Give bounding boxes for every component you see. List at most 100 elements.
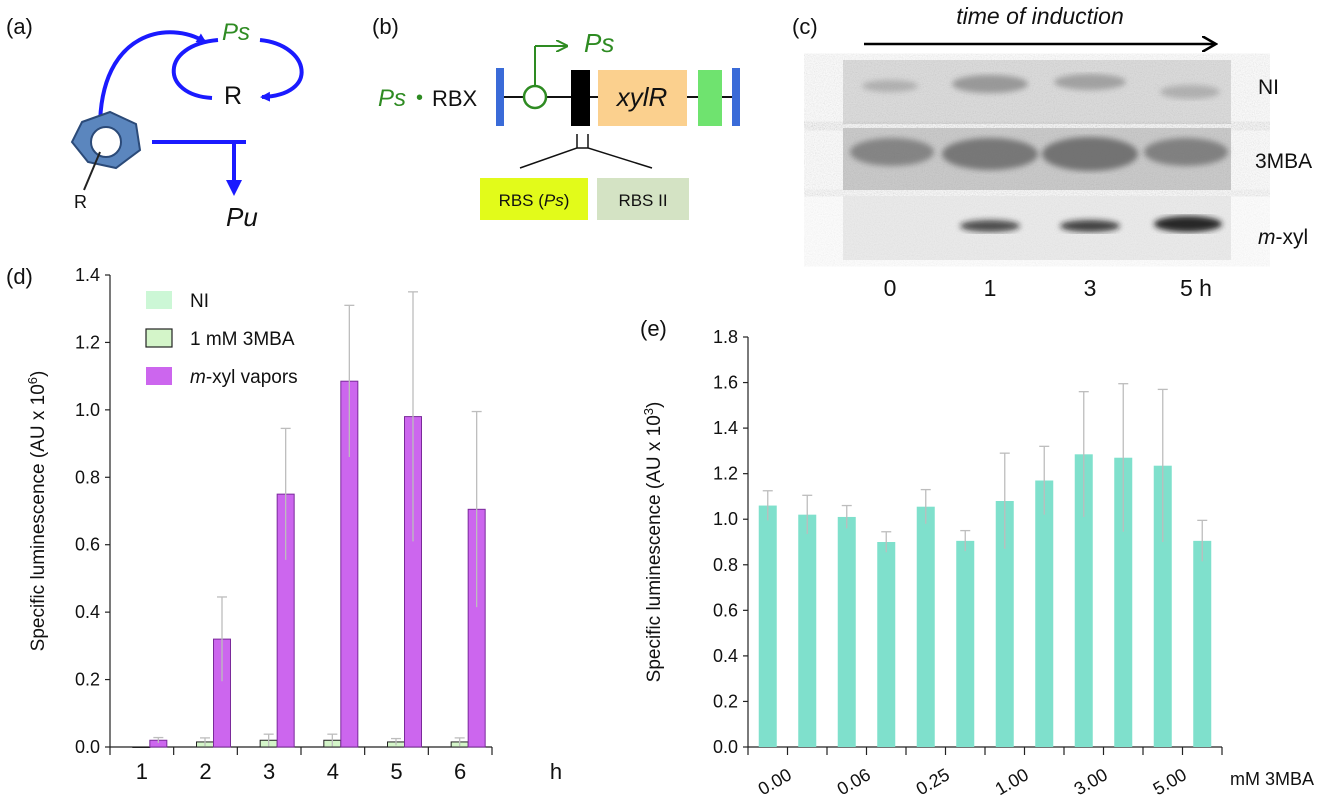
bar-e <box>758 505 777 747</box>
bar-e <box>837 516 856 747</box>
legend-label-d: m-xyl vapors <box>190 367 298 388</box>
y-tick-label-e: 0.0 <box>713 737 738 757</box>
inhibition-line <box>152 140 236 186</box>
rbs-ii-label: RBS II <box>618 191 667 210</box>
rbs-ps-label: RBS (Ps) <box>499 191 570 210</box>
y-tick-label-e: 1.4 <box>713 418 738 438</box>
panel-d-label: (d) <box>6 264 33 289</box>
bar-e <box>877 542 896 747</box>
bar-e <box>1035 480 1054 747</box>
x-axis-label-e: mM 3MBA <box>1230 769 1314 789</box>
panel-e-label: (e) <box>640 316 667 341</box>
rbs-ii-box <box>597 178 689 220</box>
y-tick-label-e: 1.0 <box>713 509 738 529</box>
y-tick-label-e: 0.8 <box>713 555 738 575</box>
panel-a-label: (a) <box>6 14 33 39</box>
rbs-bracket <box>519 134 653 169</box>
x-tick-label-e: 3.00 <box>1071 764 1111 799</box>
x-tick-label-d: 6 <box>454 759 466 784</box>
bar-e <box>916 506 935 747</box>
y-tick-label-d: 1.4 <box>75 265 100 285</box>
panel-c-label: (c) <box>792 14 818 39</box>
substituent-label: R <box>74 192 87 212</box>
legend-swatch-d <box>146 291 172 309</box>
rbs-block <box>571 70 590 126</box>
chart-e: 0.0 0.2 0.4 0.6 0.8 1.0 1.2 1.4 1.6 1.8 0.00 0.06 0.… <box>641 327 1314 799</box>
y-tick-label-e: 1.8 <box>713 327 738 347</box>
time-label-5h: 5 h <box>1180 275 1212 301</box>
y-axis-label-e: Specific luminescence (AU x 103) <box>641 402 665 683</box>
ps-promoter-label: Ps <box>222 19 250 46</box>
x-tick-label-e: 0.06 <box>834 764 874 799</box>
bar-d-1-mm-3mba <box>132 746 151 748</box>
x-tick-label-d: 3 <box>263 759 275 784</box>
regulator-label: R <box>224 82 242 110</box>
ring-circle <box>90 126 122 158</box>
activation-arrow <box>98 30 207 129</box>
operator-circle <box>522 84 548 110</box>
bar-e <box>1074 454 1093 747</box>
y-tick-label-d: 0.6 <box>75 535 100 555</box>
y-tick-label-e: 0.2 <box>713 691 738 711</box>
time-label-3: 3 <box>1084 275 1097 301</box>
panel-b-label: (b) <box>372 14 399 39</box>
y-tick-label-d: 1.0 <box>75 400 100 420</box>
feedback-arrow-left <box>171 38 219 100</box>
xylr-gene-box <box>598 70 687 126</box>
y-axis-label-d: Specific luminescence (AU x 106) <box>25 371 49 652</box>
y-tick-label-e: 1.6 <box>713 373 738 393</box>
pu-promoter-label: Pu <box>226 202 258 232</box>
bar-e <box>798 514 817 747</box>
feedback-arrow-right <box>259 38 304 102</box>
x-tick-label-e: 1.00 <box>992 764 1032 799</box>
legend-swatch-d <box>146 367 172 385</box>
panel-d: (d) 0.0 0.2 0.4 0.6 0.8 1.0 1.2 1.4 1 2 3 4 5 6 h Speci… <box>6 264 562 784</box>
row-label-mxyl: m-xyl <box>1258 226 1308 249</box>
x-tick-label-e: 0.25 <box>913 764 953 799</box>
x-tick-label-d: 5 <box>390 759 402 784</box>
x-tick-label-e: 5.00 <box>1150 764 1190 799</box>
legend-swatch-d <box>145 328 173 348</box>
time-label-0: 0 <box>884 275 897 301</box>
bar-e <box>1193 540 1212 747</box>
blot-ni <box>843 60 1231 124</box>
pu-arrowhead <box>226 180 242 196</box>
bar-e <box>995 501 1014 747</box>
y-tick-label-d: 0.2 <box>75 670 100 690</box>
bar-e <box>1153 465 1172 747</box>
y-tick-label-d: 1.2 <box>75 332 100 352</box>
right-border <box>732 68 740 126</box>
row-label-3mba: 3MBA <box>1255 150 1312 173</box>
chart-d: 0.0 0.2 0.4 0.6 0.8 1.0 1.2 1.4 1 2 3 4 5 6 h Specific … <box>25 265 562 784</box>
row-label-ni: NI <box>1258 76 1279 99</box>
x-tick-label-d: 1 <box>136 759 148 784</box>
induction-title: time of induction <box>956 3 1123 29</box>
legend-label-d: NI <box>190 291 209 312</box>
bar-e <box>1114 457 1133 747</box>
ps-left-label: Ps <box>378 85 406 112</box>
blot-3mba <box>843 128 1231 190</box>
panel-c: (c) time of induction <box>792 3 1312 301</box>
x-tick-label-d: 2 <box>199 759 211 784</box>
x-axis-label-d: h <box>550 759 562 784</box>
y-tick-label-d: 0.0 <box>75 737 100 757</box>
terminator-box <box>698 70 722 126</box>
y-tick-label-d: 0.8 <box>75 467 100 487</box>
bar-e <box>956 540 975 747</box>
blot-mxyl <box>843 196 1231 260</box>
x-tick-label-e: 0.00 <box>755 764 795 799</box>
ps-promoter-label-b: Ps <box>584 28 614 58</box>
y-tick-label-e: 1.2 <box>713 464 738 484</box>
y-tick-label-d: 0.4 <box>75 602 100 622</box>
time-label-1: 1 <box>984 275 997 301</box>
bullet: • <box>416 87 423 109</box>
panel-a: (a) Ps R Pu R <box>6 14 304 232</box>
y-tick-label-e: 0.6 <box>713 600 738 620</box>
xylr-gene-label: xylR <box>615 82 668 112</box>
y-tick-label-e: 0.4 <box>713 646 738 666</box>
legend-label-d: 1 mM 3MBA <box>190 329 295 350</box>
panel-e: (e) 0.00.20.40.60.81.01.21.41.61.80.00 0.… <box>640 316 1314 799</box>
rbx-label: RBX <box>432 86 478 111</box>
substituent-bond <box>83 151 101 191</box>
